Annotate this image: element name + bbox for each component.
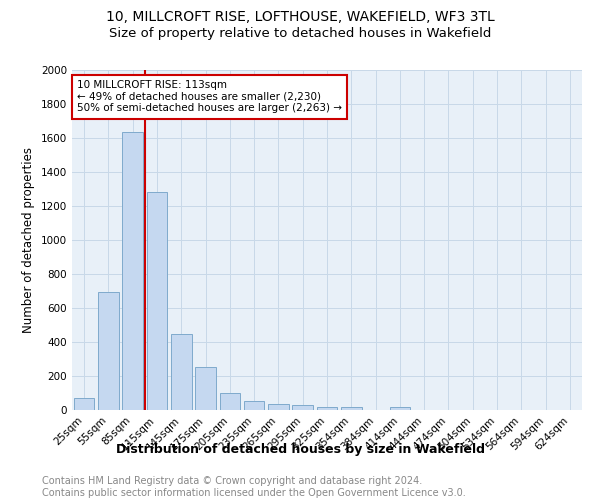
Bar <box>244 400 265 410</box>
Text: Distribution of detached houses by size in Wakefield: Distribution of detached houses by size … <box>115 442 485 456</box>
Bar <box>341 408 362 410</box>
Text: 10, MILLCROFT RISE, LOFTHOUSE, WAKEFIELD, WF3 3TL: 10, MILLCROFT RISE, LOFTHOUSE, WAKEFIELD… <box>106 10 494 24</box>
Bar <box>98 292 119 410</box>
Bar <box>292 405 313 410</box>
Text: 10 MILLCROFT RISE: 113sqm
← 49% of detached houses are smaller (2,230)
50% of se: 10 MILLCROFT RISE: 113sqm ← 49% of detac… <box>77 80 342 114</box>
Y-axis label: Number of detached properties: Number of detached properties <box>22 147 35 333</box>
Bar <box>220 393 240 410</box>
Bar <box>195 366 216 410</box>
Bar <box>389 406 410 410</box>
Bar <box>146 192 167 410</box>
Bar <box>268 404 289 410</box>
Bar <box>74 398 94 410</box>
Text: Contains HM Land Registry data © Crown copyright and database right 2024.
Contai: Contains HM Land Registry data © Crown c… <box>42 476 466 498</box>
Bar <box>171 334 191 410</box>
Text: Size of property relative to detached houses in Wakefield: Size of property relative to detached ho… <box>109 28 491 40</box>
Bar <box>122 132 143 410</box>
Bar <box>317 406 337 410</box>
